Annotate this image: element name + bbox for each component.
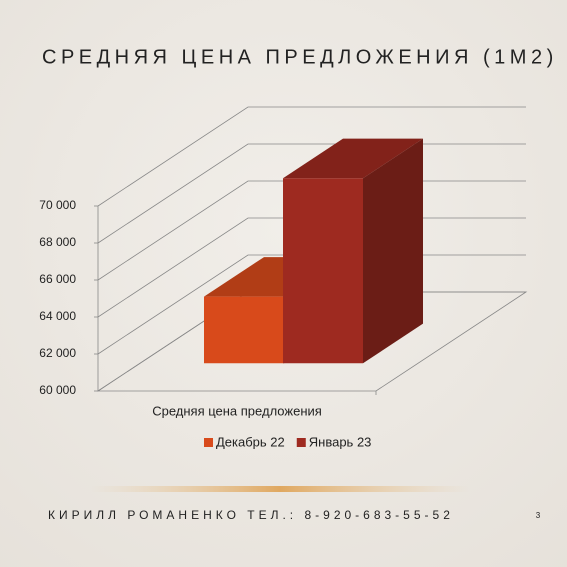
chart-title: СРЕДНЯЯ ЦЕНА ПРЕДЛОЖЕНИЯ (1М2)	[42, 46, 558, 68]
plot: 60 000 62 000 64 000 66 000 68 000 70 000	[39, 106, 528, 397]
grid-line	[97, 217, 526, 318]
grid-line	[97, 254, 526, 355]
bar-side	[363, 138, 423, 364]
legend-label: Январь 23	[309, 434, 372, 449]
footer: КИРИЛЛ РОМАНЕНКО ТЕЛ.: 8-920-683-55-52	[48, 508, 454, 522]
grid-line	[97, 106, 526, 207]
divider	[90, 486, 470, 492]
y-tick-label: 62 000	[39, 346, 76, 360]
legend-swatch	[204, 438, 213, 447]
legend: Декабрь 22 Январь 23	[204, 434, 371, 449]
y-tick-label: 64 000	[39, 309, 76, 323]
bar-top	[283, 138, 423, 179]
grid-line	[97, 143, 526, 244]
y-tick-label: 68 000	[39, 235, 76, 249]
y-tick-label: 66 000	[39, 272, 76, 286]
y-tick-label: 70 000	[39, 198, 76, 212]
x-tick-label: Средняя цена предложения	[152, 403, 322, 418]
page-number: 3	[536, 511, 541, 520]
legend-swatch	[296, 438, 306, 447]
bar-front	[283, 178, 363, 364]
y-tick-label: 60 000	[39, 383, 76, 397]
grid-line	[97, 180, 526, 281]
bar-front	[204, 296, 284, 364]
legend-label: Декабрь 22	[216, 434, 285, 449]
